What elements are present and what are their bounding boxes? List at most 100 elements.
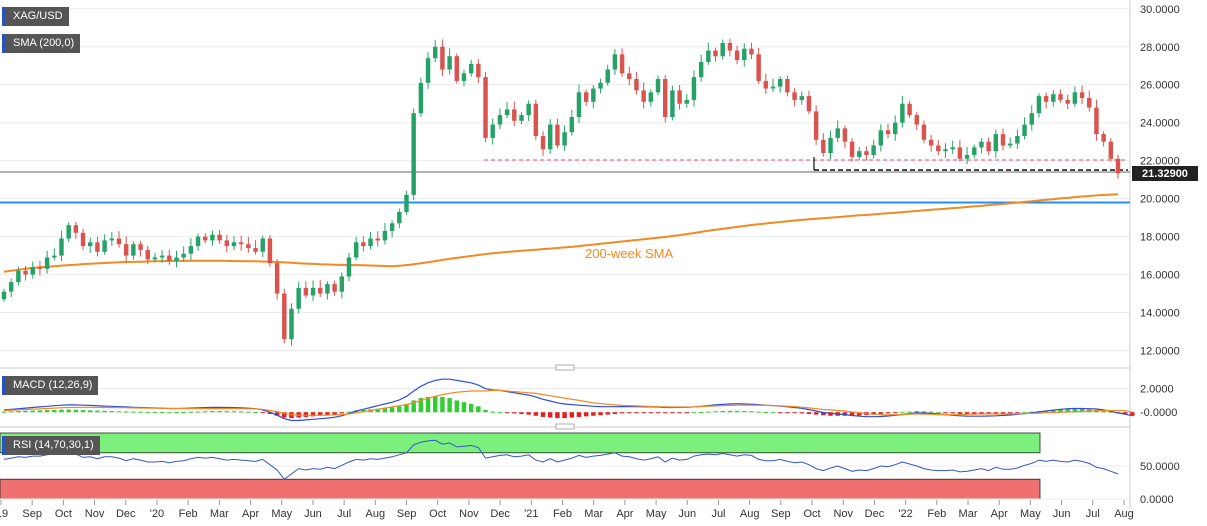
candle-up: [871, 145, 876, 155]
candle-down: [885, 130, 891, 135]
sma-tag[interactable]: SMA (200,0): [2, 34, 81, 53]
time-tick-label: Dec: [865, 508, 885, 520]
macd-bar-negative: [634, 412, 639, 414]
candle-down: [619, 54, 625, 74]
macd-bar-positive: [914, 411, 919, 413]
macd-bar-positive: [727, 410, 733, 413]
candle-up: [519, 115, 524, 121]
macd-bar-negative: [526, 412, 531, 415]
candle-up: [1, 291, 7, 300]
candle-down: [267, 238, 273, 264]
candle-down: [1043, 96, 1049, 102]
time-tick-label: Jun: [1053, 508, 1071, 520]
macd-bar-negative: [684, 412, 690, 414]
macd-bar-positive: [1079, 408, 1085, 413]
macd-bar-negative: [857, 412, 862, 416]
macd-bar-negative: [583, 412, 589, 417]
macd-panel: 2.0000 -0.0000: [0, 378, 1177, 422]
macd-bar-negative: [842, 412, 848, 416]
candle-up: [950, 147, 955, 150]
macd-bar-positive: [123, 411, 129, 413]
candle-up: [8, 282, 14, 292]
candle-up: [547, 124, 553, 150]
candle-down: [375, 238, 380, 241]
candle-down: [734, 50, 740, 61]
separator-1[interactable]: [0, 364, 1130, 371]
macd-bar-negative: [619, 412, 625, 414]
candle-up: [411, 113, 416, 195]
time-tick-label: Jul: [711, 508, 725, 520]
candle-up: [30, 266, 35, 275]
macd-bar-positive: [88, 410, 93, 413]
macd-bar-positive: [497, 412, 503, 414]
macd-bar-positive: [749, 411, 754, 413]
price-grid: [0, 8, 1130, 352]
candle-down: [914, 115, 919, 125]
candle-up: [353, 242, 359, 258]
macd-bar-negative: [964, 412, 970, 415]
candle-up: [943, 149, 948, 152]
macd-bar-negative: [533, 412, 539, 416]
macd-bar-positive: [1022, 412, 1027, 414]
rsi-tag[interactable]: RSI (14,70,30,1): [2, 436, 100, 455]
macd-bar-positive: [476, 406, 481, 413]
time-tick-label: Apr: [616, 508, 633, 520]
macd-bar-positive: [238, 411, 244, 413]
candle-down: [806, 96, 812, 112]
candle-down: [1000, 134, 1006, 146]
candle-up: [1029, 113, 1034, 125]
candle-down: [763, 80, 769, 89]
macd-bar-negative: [569, 412, 575, 418]
macd-bar-negative: [260, 412, 265, 414]
macd-bar-negative: [605, 412, 610, 415]
time-tick-label: Apr: [991, 508, 1008, 520]
candle-down: [641, 90, 646, 102]
time-tick-label: Aug: [366, 508, 386, 520]
macd-bar-negative: [274, 412, 280, 416]
last-price-box: [1132, 166, 1198, 181]
price-tick-label: 26.0000: [1140, 80, 1180, 92]
macd-bar-positive: [346, 411, 352, 413]
time-tick-label: May: [271, 508, 292, 520]
candle-up: [591, 88, 596, 102]
candle-down: [454, 56, 460, 81]
time-tick-label: Apr: [242, 508, 259, 520]
candle-up: [339, 276, 345, 292]
macd-bar-positive: [195, 411, 201, 413]
macd-tag[interactable]: MACD (12,26,9): [2, 376, 99, 395]
macd-bar-positive: [921, 411, 927, 413]
macd-bar-positive: [1065, 408, 1070, 413]
macd-bar-positive: [138, 411, 143, 413]
candle-down: [1087, 98, 1092, 108]
macd-bar-negative: [1015, 412, 1020, 414]
macd-bar-negative: [677, 412, 682, 414]
time-tick-label: Mar: [210, 508, 229, 520]
candle-up: [16, 270, 21, 283]
candle-up: [447, 56, 452, 70]
time-tick-label: May: [646, 508, 667, 520]
symbol-tag[interactable]: XAG/USD: [2, 7, 69, 26]
macd-bar-positive: [246, 411, 251, 413]
candle-up: [109, 238, 115, 241]
candle-down: [238, 242, 244, 245]
candle-down: [318, 287, 323, 294]
candle-down: [756, 54, 761, 81]
price-tick-label: 28.0000: [1140, 42, 1180, 54]
macd-bar-positive: [188, 411, 194, 413]
macd-bar-positive: [231, 411, 237, 413]
candle-down: [627, 73, 632, 80]
macd-bar-positive: [1051, 409, 1056, 413]
rsi-grid: [0, 465, 1130, 500]
candle-down: [23, 270, 28, 275]
macd-bar-negative: [519, 412, 524, 414]
candle-down: [634, 79, 639, 91]
time-tick-label: '22: [898, 508, 912, 520]
candle-up: [670, 90, 675, 118]
separator-2[interactable]: [0, 423, 1130, 430]
macd-bar-negative: [648, 412, 654, 414]
macd-bar-negative: [821, 412, 826, 416]
candle-up: [504, 109, 510, 116]
macd-bar-negative: [670, 412, 675, 414]
candle-up: [368, 238, 373, 247]
